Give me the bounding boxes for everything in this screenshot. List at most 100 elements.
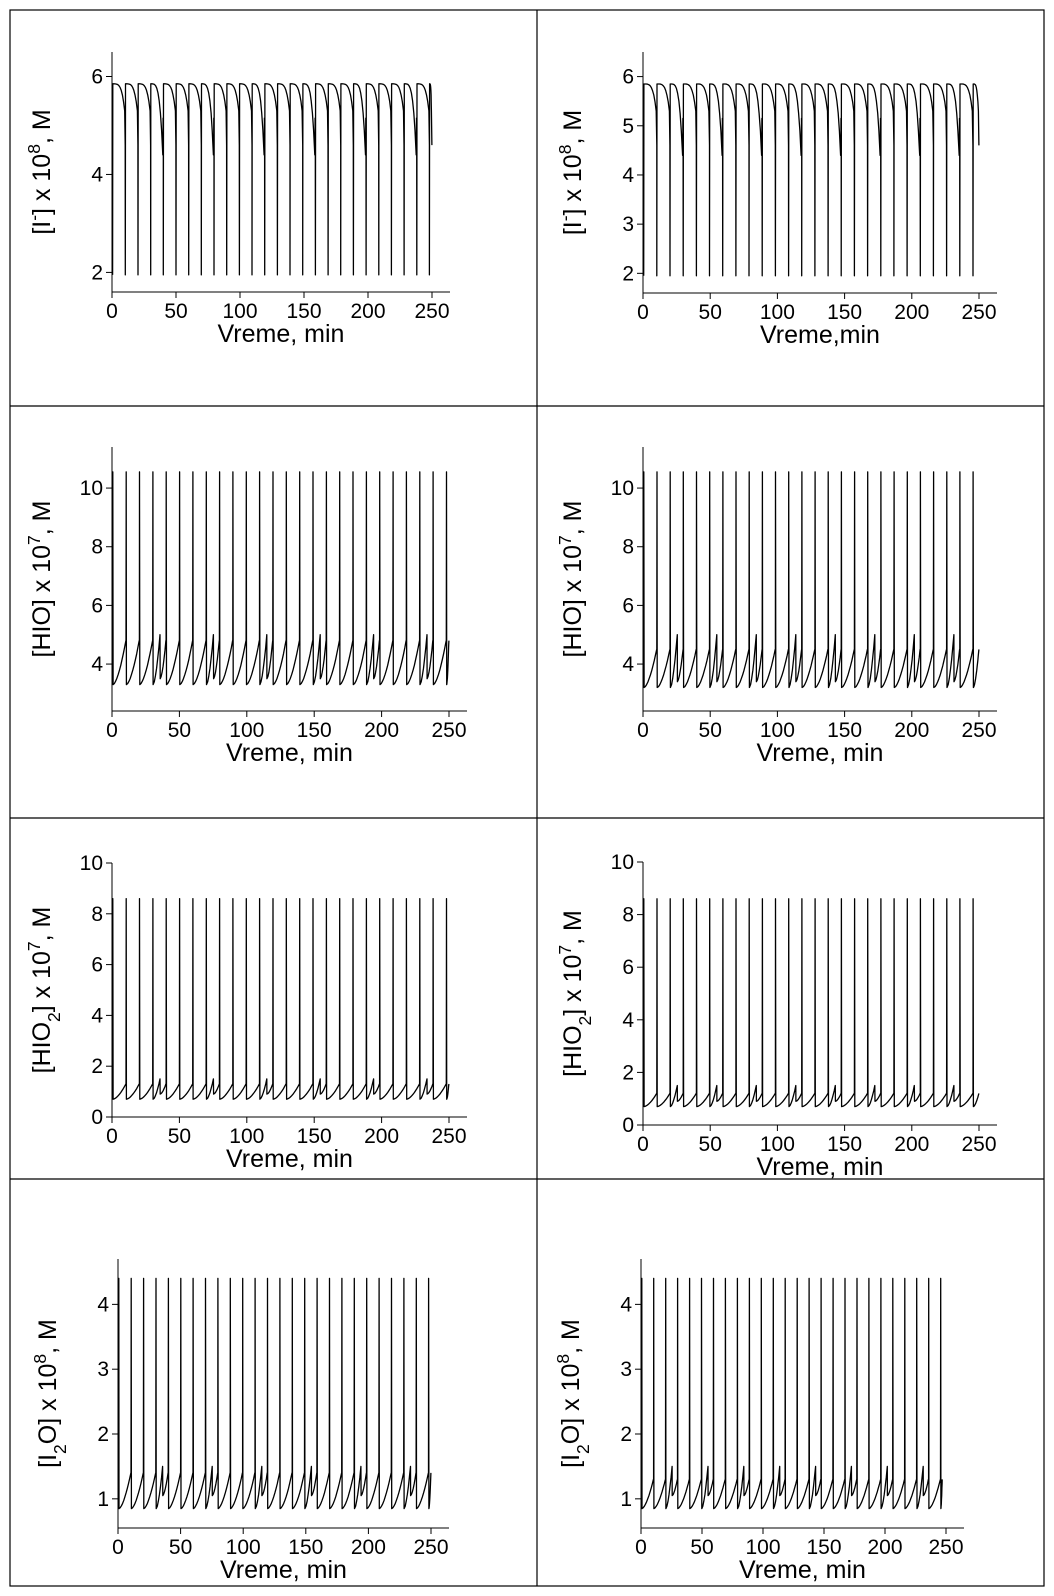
x-tick-label: 200 [894,1133,929,1156]
y-tick-label: 6 [622,594,634,617]
series-line [111,83,433,276]
y-tick-label: 1 [97,1488,109,1511]
y-tick-label: 3 [622,213,634,236]
x-tick-label: 50 [168,719,191,742]
y-tick-label: 4 [622,1009,634,1032]
x-tick-label: 0 [635,1536,647,1559]
series-line [640,1277,943,1510]
x-tick-label: 100 [760,301,795,324]
y-tick-label: 10 [80,477,103,500]
series-line [117,1277,432,1510]
x-tick-label: 0 [106,1125,118,1148]
x-tick-label: 150 [297,1125,332,1148]
x-tick-label: 150 [827,301,862,324]
y-tick-label: 2 [91,261,103,284]
x-axis-label: Vreme, min [226,739,353,767]
x-tick-label: 250 [431,1125,466,1148]
x-tick-label: 250 [961,719,996,742]
y-tick-label: 2 [97,1423,109,1446]
y-tick-label: 6 [622,66,634,89]
x-tick-label: 100 [229,719,264,742]
x-tick-label: 150 [286,300,321,323]
x-tick-label: 100 [760,719,795,742]
y-tick-label: 2 [620,1423,632,1446]
y-tick-label: 10 [80,852,103,875]
x-axis-label: Vreme, min [220,1556,347,1584]
x-tick-label: 50 [699,301,722,324]
y-tick-label: 4 [91,653,103,676]
y-tick-label: 6 [91,594,103,617]
x-tick-label: 150 [288,1536,323,1559]
y-axis-label: [I2O] x 108, M [553,1319,593,1468]
x-tick-label: 0 [637,719,649,742]
y-axis-label: [HIO2] x 107, M [555,910,595,1077]
y-tick-label: 4 [622,164,634,187]
x-tick-label: 200 [364,719,399,742]
x-tick-label: 150 [806,1536,841,1559]
chart-panel: 0 50 100 150 200 250 1 2 3 4 Vreme, min [I2O] x 108… [30,1259,449,1584]
y-tick-label: 8 [622,536,634,559]
series-line [643,83,980,277]
y-tick-label: 2 [622,262,634,285]
x-tick-label: 100 [760,1133,795,1156]
y-tick-label: 0 [622,1114,634,1137]
x-tick-label: 0 [637,301,649,324]
x-tick-label: 150 [827,1133,862,1156]
x-tick-label: 250 [928,1536,963,1559]
y-axis-label: [I-] x 108, M [555,110,587,235]
y-tick-label: 10 [611,477,634,500]
y-tick-label: 4 [91,163,103,186]
x-tick-label: 0 [112,1536,124,1559]
y-tick-label: 4 [97,1293,109,1316]
chart-panel: 0 50 100 150 200 250 4 6 8 10 Vreme, min [HIO] x 10… [555,447,997,767]
x-tick-label: 200 [351,1536,386,1559]
y-tick-label: 4 [91,1004,103,1027]
x-tick-label: 50 [169,1536,192,1559]
y-tick-label: 1 [620,1488,632,1511]
y-tick-label: 6 [622,956,634,979]
x-tick-label: 100 [229,1125,264,1148]
x-tick-label: 50 [168,1125,191,1148]
x-tick-label: 100 [222,300,257,323]
y-tick-label: 3 [620,1358,632,1381]
x-tick-label: 200 [364,1125,399,1148]
table-outline [9,9,1045,1587]
y-axis-label: [HIO] x 107, M [555,501,587,658]
x-axis-label: Vreme, min [226,1145,353,1173]
x-tick-label: 200 [894,301,929,324]
y-axis-label: [HIO2] x 107, M [24,907,64,1074]
y-tick-label: 8 [91,536,103,559]
series-line [643,898,980,1108]
x-tick-label: 150 [297,719,332,742]
y-axis-label: [I2O] x 108, M [30,1319,70,1468]
chart-panel: 0 50 100 150 200 250 0 2 4 6 8 10 Vreme, min [HIO2] x… [24,852,467,1173]
series-line [643,471,980,689]
series-line [112,471,450,686]
y-tick-label: 6 [91,65,103,88]
y-tick-label: 4 [620,1293,632,1316]
x-axis-label: Vreme, min [757,1153,884,1181]
chart-panel: 0 50 100 150 200 250 2 4 6 Vreme, min [I-] x 108, … [24,52,450,348]
y-tick-label: 0 [91,1106,103,1129]
x-axis-label: Vreme,min [760,321,880,349]
x-tick-label: 50 [699,719,722,742]
x-tick-label: 200 [894,719,929,742]
x-axis-label: Vreme, min [757,739,884,767]
y-tick-label: 5 [622,115,634,138]
x-tick-label: 0 [106,300,118,323]
y-tick-label: 2 [91,1055,103,1078]
x-tick-label: 50 [690,1536,713,1559]
chart-panel: 0 50 100 150 200 250 1 2 3 4 Vreme, min [I2O] x 108… [553,1259,964,1584]
x-axis-label: Vreme, min [739,1556,866,1584]
y-tick-label: 6 [91,954,103,977]
x-tick-label: 200 [350,300,385,323]
y-tick-label: 4 [622,653,634,676]
x-tick-label: 250 [414,300,449,323]
x-tick-label: 250 [961,301,996,324]
y-axis-label: [HIO] x 107, M [24,501,56,658]
y-tick-label: 8 [622,904,634,927]
table-borders [9,9,1045,1587]
y-tick-label: 3 [97,1358,109,1381]
chart-panel: 0 50 100 150 200 250 4 6 8 10 Vreme, min [HIO] x 10… [24,447,467,767]
